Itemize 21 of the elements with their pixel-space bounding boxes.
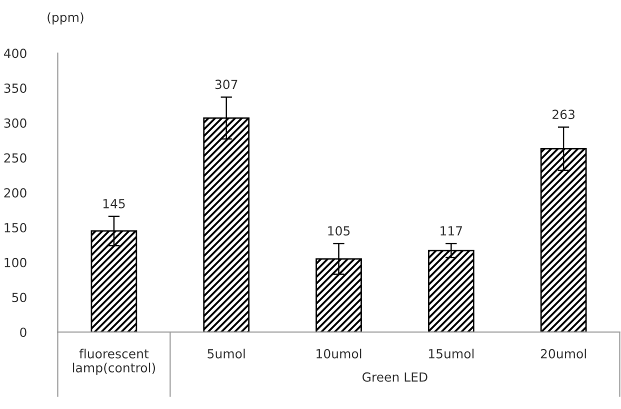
- y-tick-label: 150: [4, 222, 26, 232]
- x-tick-label: 5umol: [208, 348, 245, 358]
- y-tick-label: 50: [12, 292, 26, 302]
- y-tick-label: 200: [4, 188, 26, 198]
- y-tick-label: 400: [4, 48, 26, 58]
- x-tick-label: fluorescent lamp(control): [72, 348, 156, 375]
- y-tick-label: 0: [20, 328, 26, 338]
- y-tick-label: 300: [4, 118, 26, 128]
- text: Green LED: [362, 372, 428, 382]
- x-tick-label: 20umol: [540, 348, 586, 358]
- data-label: 307: [215, 80, 238, 90]
- data-label: 117: [440, 226, 462, 236]
- y-tick-label: 350: [4, 84, 26, 93]
- y-tick-label: 100: [4, 258, 26, 268]
- x-tick-label: 15umol: [428, 348, 474, 358]
- data-label: 145: [103, 199, 125, 208]
- y-tick-label: 250: [4, 153, 26, 163]
- data-label: 105: [328, 226, 350, 236]
- y-axis-title: (ppm): [48, 12, 84, 24]
- data-label: 263: [552, 110, 574, 120]
- x-tick-label: 10umol: [316, 348, 362, 358]
